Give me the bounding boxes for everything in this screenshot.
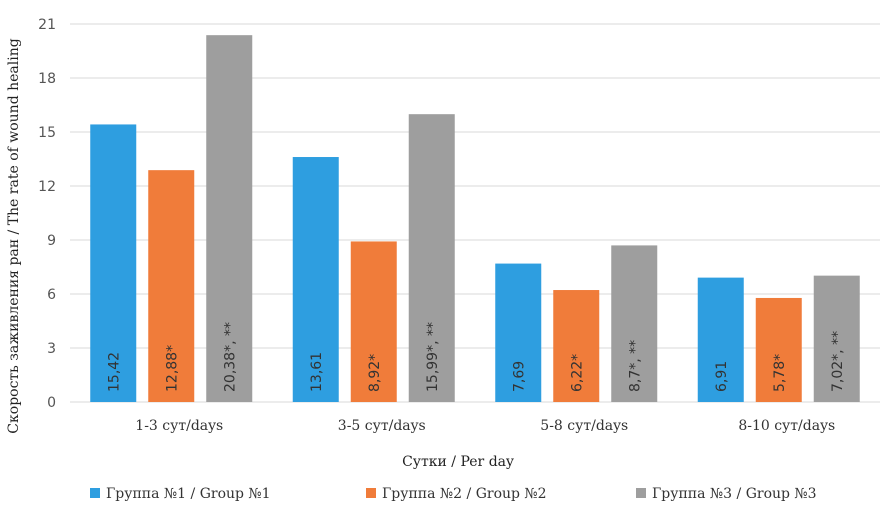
bar xyxy=(495,263,542,402)
x-category-label: 8-10 сут/days xyxy=(738,418,835,434)
data-label: 20,38*, ** xyxy=(222,322,238,392)
bars xyxy=(90,35,860,403)
y-tick-label: 21 xyxy=(38,17,56,33)
data-label: 15,42 xyxy=(106,352,122,392)
legend: Группа №1 / Group №1 Группа №2 / Group №2… xyxy=(90,486,817,502)
x-category-label: 5-8 сут/days xyxy=(540,418,628,434)
y-tick-label: 3 xyxy=(47,341,56,357)
legend-swatch xyxy=(90,488,100,498)
legend-label: Группа №1 / Group №1 xyxy=(106,486,271,502)
legend-label: Группа №2 / Group №2 xyxy=(382,486,547,502)
y-tick-label: 6 xyxy=(47,287,56,303)
bar xyxy=(350,241,397,402)
data-label: 12,88* xyxy=(164,345,180,392)
bar xyxy=(553,290,600,402)
data-label: 15,99*, ** xyxy=(425,322,441,392)
x-axis-title: Сутки / Per day xyxy=(402,454,514,470)
x-category-label: 3-5 сут/days xyxy=(338,418,426,434)
data-label: 13,61 xyxy=(309,352,325,392)
bar xyxy=(292,157,339,402)
bar xyxy=(813,275,860,402)
y-axis-title: Скорость заживления ран / The rate of wo… xyxy=(6,38,22,433)
legend-label: Группа №3 / Group №3 xyxy=(652,486,817,502)
y-tick-label: 12 xyxy=(38,179,56,195)
legend-swatch xyxy=(636,488,646,498)
y-axis-ticks: 0 3 6 9 12 15 18 21 xyxy=(38,17,56,411)
data-label: 7,69 xyxy=(511,361,527,392)
bar xyxy=(90,124,137,402)
data-label: 5,78* xyxy=(772,354,788,392)
y-tick-label: 18 xyxy=(38,71,56,87)
data-label: 8,92* xyxy=(367,354,383,392)
data-label: 6,22* xyxy=(569,354,585,392)
data-label: 6,91 xyxy=(714,361,730,392)
bar xyxy=(206,35,253,402)
data-labels: 15,42 12,88* 20,38*, ** 13,61 8,92* 15,99*, *… xyxy=(106,322,846,392)
y-tick-label: 0 xyxy=(47,395,56,411)
bar xyxy=(755,297,802,402)
y-tick-label: 9 xyxy=(47,233,56,249)
bar xyxy=(148,170,195,402)
data-label: 7,02*, ** xyxy=(830,331,846,392)
bar xyxy=(408,114,455,403)
x-axis-categories: 1-3 сут/days 3-5 сут/days 5-8 сут/days 8-10… xyxy=(135,418,835,434)
bar xyxy=(697,277,744,402)
bar xyxy=(611,245,658,402)
gridlines xyxy=(70,23,880,403)
legend-swatch xyxy=(366,488,376,498)
x-category-label: 1-3 сут/days xyxy=(135,418,223,434)
y-tick-label: 15 xyxy=(38,125,56,141)
data-label: 8,7*, ** xyxy=(627,340,643,392)
